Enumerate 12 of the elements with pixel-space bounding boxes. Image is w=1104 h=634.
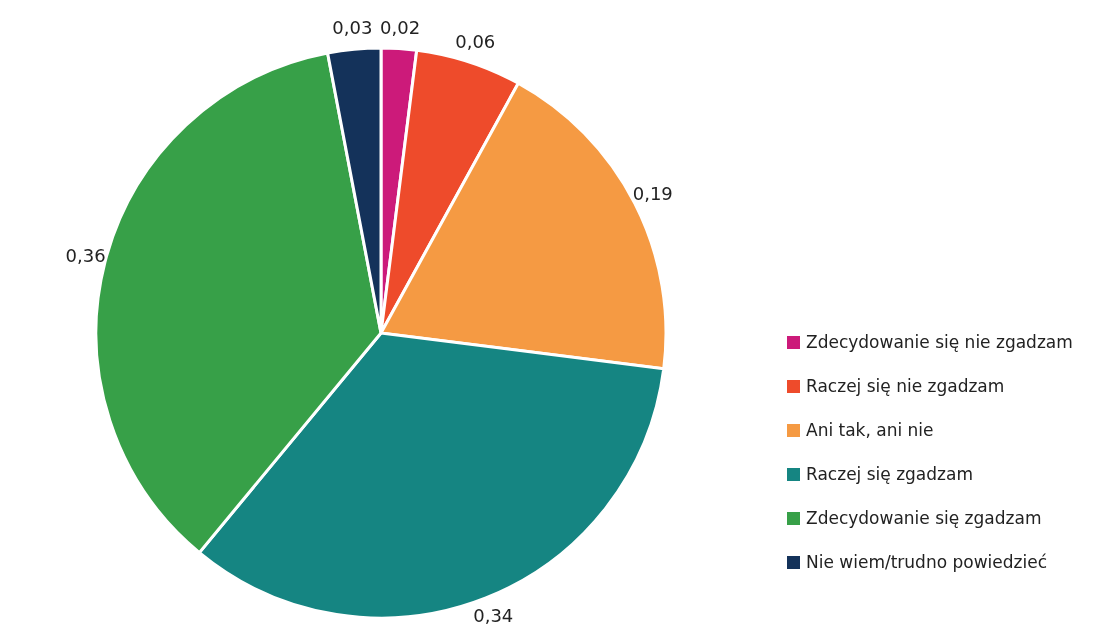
legend-label: Raczej się zgadzam — [806, 464, 973, 484]
legend-label: Nie wiem/trudno powiedzieć — [806, 552, 1047, 572]
data-label: 0,36 — [65, 245, 106, 267]
data-label: 0,02 — [380, 16, 421, 38]
data-label: 0,34 — [473, 604, 514, 626]
data-label: 0,06 — [455, 30, 496, 52]
legend-label: Ani tak, ani nie — [806, 420, 934, 440]
data-label: 0,19 — [632, 182, 673, 204]
legend-label: Zdecydowanie się nie zgadzam — [806, 332, 1073, 352]
legend-label: Raczej się nie zgadzam — [806, 376, 1005, 396]
data-label: 0,03 — [332, 17, 373, 39]
legend-label: Zdecydowanie się zgadzam — [806, 508, 1042, 528]
